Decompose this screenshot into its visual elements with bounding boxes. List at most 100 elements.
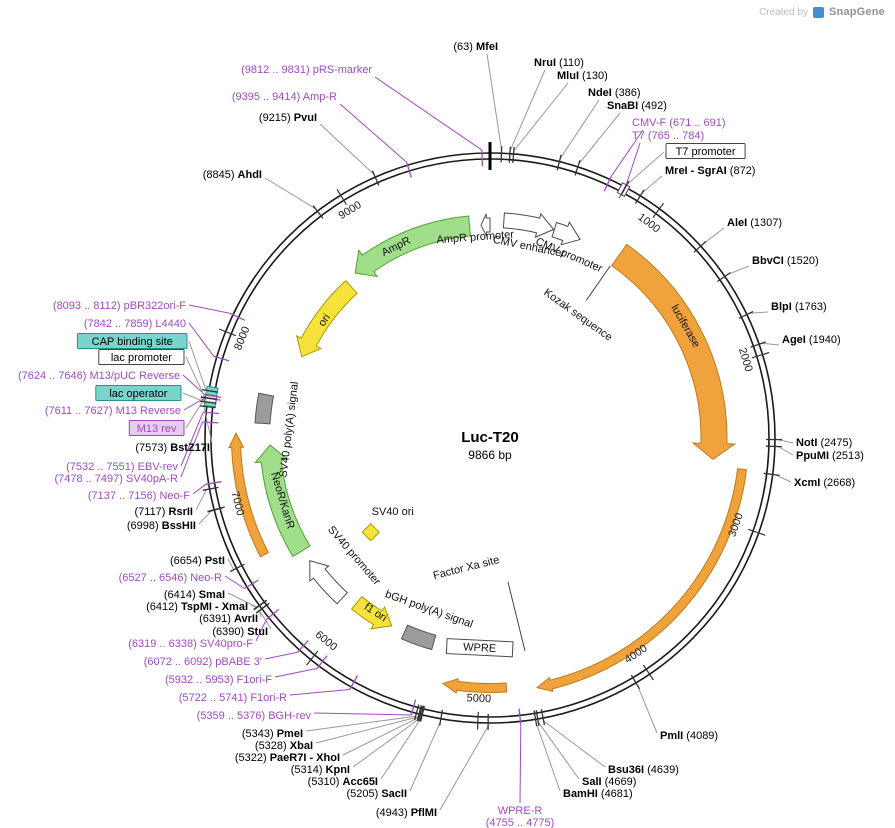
site-label-m13-puc-reverse[interactable]: (7624 .. 7646) M13/pUC Reverse bbox=[18, 370, 180, 382]
site-label-t7-promoter[interactable]: T7 promoter bbox=[676, 146, 736, 158]
tick-label-2000: 2000 bbox=[736, 346, 755, 373]
feature-sv40-poly-a-signal[interactable] bbox=[254, 392, 275, 425]
site-label-ppumi[interactable]: PpuMI (2513) bbox=[796, 450, 864, 462]
site-box-cap-binding-site[interactable] bbox=[76, 333, 188, 349]
site-tick-cmv-f bbox=[603, 176, 612, 192]
site-box-m13-rev[interactable] bbox=[128, 420, 185, 436]
site-label-ebv-rev[interactable]: (7532 .. 7551) EBV-rev bbox=[66, 461, 178, 473]
site-label-amp-r[interactable]: (9395 .. 9414) Amp-R bbox=[232, 91, 337, 103]
site-label-bstz17i[interactable]: (7573) BstZ17I bbox=[135, 442, 210, 454]
site-label-m13-rev[interactable]: M13 rev bbox=[137, 423, 177, 435]
site-label-bsshii[interactable]: (6998) BssHII bbox=[127, 520, 196, 532]
site-label-pbabe-3[interactable]: (6072 .. 6092) pBABE 3' bbox=[144, 656, 262, 668]
site-label-pflmi[interactable]: (4943) PflMI bbox=[376, 807, 437, 819]
site-label-pbr322ori-f[interactable]: (8093 .. 8112) pBR322ori-F bbox=[53, 300, 186, 312]
feature-bgh-poly-a-signal[interactable] bbox=[400, 624, 437, 651]
site-line-pmli bbox=[637, 685, 658, 734]
site-label-pmei[interactable]: (5343) PmeI bbox=[242, 728, 303, 740]
site-label-avrii[interactable]: (6391) AvrII bbox=[199, 613, 258, 625]
site-label-bamhi[interactable]: BamHI (4681) bbox=[563, 788, 633, 800]
site-label-ahdi[interactable]: (8845) AhdI bbox=[203, 169, 262, 181]
site-label-lac-promoter[interactable]: lac promoter bbox=[111, 352, 172, 364]
feature-wpre[interactable]: WPRE bbox=[445, 638, 514, 658]
site-label-kpni[interactable]: (5314) KpnI bbox=[291, 764, 350, 776]
site-label-xcmi[interactable]: XcmI (2668) bbox=[794, 477, 855, 489]
site-label-cap-binding-site[interactable]: CAP binding site bbox=[92, 336, 173, 348]
site-label-alei[interactable]: AleI (1307) bbox=[727, 217, 782, 229]
site-line-xbai bbox=[315, 716, 419, 744]
site-tick-pmli bbox=[630, 674, 641, 690]
site-line-cap-binding-site bbox=[188, 340, 207, 391]
site-line-pbr322ori-f bbox=[188, 304, 231, 314]
site-label-blpi[interactable]: BlpI (1763) bbox=[771, 301, 827, 313]
site-label-pmli[interactable]: PmlI (4089) bbox=[660, 730, 718, 742]
feature-luciferase[interactable] bbox=[611, 243, 737, 461]
site-label-sv40pro-f[interactable]: (6319 .. 6338) SV40pro-F bbox=[128, 638, 253, 650]
feature-sv40-promoter[interactable] bbox=[309, 560, 349, 605]
feature-orf-1[interactable] bbox=[536, 468, 748, 693]
site-label-sv40pa-r[interactable]: (7478 .. 7497) SV40pA-R bbox=[54, 473, 178, 485]
site-label-pvui[interactable]: (9215) PvuI bbox=[259, 112, 317, 124]
feature-ampr[interactable] bbox=[354, 215, 472, 278]
site-label-bgh-rev[interactable]: (5359 .. 5376) BGH-rev bbox=[197, 710, 312, 722]
site-label-bbvci[interactable]: BbvCI (1520) bbox=[752, 255, 819, 267]
feature-orf-3[interactable] bbox=[228, 431, 270, 558]
site-tick-mlui bbox=[512, 146, 515, 163]
site-line-nrui bbox=[509, 69, 546, 151]
site-label-mlui[interactable]: MluI (130) bbox=[557, 70, 608, 82]
site-label-cmv-f[interactable]: CMV-F (671 .. 691) bbox=[632, 117, 726, 129]
site-label-mrei-sgrai[interactable]: MreI - SgrAI (872) bbox=[665, 165, 755, 177]
site-label-lac-operator[interactable]: lac operator bbox=[109, 388, 167, 400]
site-label-snabi[interactable]: SnaBI (492) bbox=[607, 100, 667, 112]
site-label-f1ori-f[interactable]: (5932 .. 5953) F1ori-F bbox=[165, 674, 272, 686]
site-label-m13-reverse[interactable]: (7611 .. 7627) M13 Reverse bbox=[45, 405, 181, 417]
site-box-lac-promoter[interactable] bbox=[98, 349, 185, 365]
site-label-tspmi-xmai[interactable]: (6412) TspMI - XmaI bbox=[146, 601, 248, 613]
feature-orf-2[interactable] bbox=[441, 677, 508, 694]
site-tick-bgh-rev bbox=[410, 699, 417, 716]
site-line-sacii bbox=[409, 721, 441, 792]
feature-ampr-promoter[interactable] bbox=[480, 213, 491, 237]
site-label-wpre-r[interactable]: WPRE-R bbox=[498, 805, 543, 817]
site-box-lac-operator[interactable] bbox=[95, 385, 182, 401]
site-label-stui[interactable]: (6390) StuI bbox=[212, 626, 268, 638]
site-label-neo-f[interactable]: (7137 .. 7156) Neo-F bbox=[88, 490, 190, 502]
site-label-rsrii[interactable]: (7117) RsrII bbox=[134, 506, 193, 518]
site-line-ppumi bbox=[777, 446, 794, 456]
feature-ori[interactable] bbox=[295, 279, 358, 358]
site-label-l4440[interactable]: (7842 .. 7859) L4440 bbox=[84, 318, 186, 330]
feature-cmv-enhancer[interactable] bbox=[502, 212, 555, 238]
site-tick-mfei bbox=[500, 146, 503, 163]
site-label-agei[interactable]: AgeI (1940) bbox=[782, 334, 841, 346]
site-line-mrei-sgrai bbox=[641, 175, 663, 194]
site-label-noti[interactable]: NotI (2475) bbox=[796, 437, 852, 449]
feature-cmv-promoter[interactable] bbox=[551, 221, 581, 246]
site-label-xbai[interactable]: (5328) XbaI bbox=[255, 740, 313, 752]
site-label-psti[interactable]: (6654) PstI bbox=[170, 555, 225, 567]
site-label-sacii[interactable]: (5205) SacII bbox=[346, 788, 407, 800]
site-label-nrui[interactable]: NruI (110) bbox=[534, 57, 584, 69]
site-label-smai[interactable]: (6414) SmaI bbox=[164, 589, 225, 601]
feature-neor-kanr[interactable] bbox=[254, 444, 311, 558]
site-label-acc65i[interactable]: (5310) Acc65I bbox=[308, 776, 378, 788]
site-label-t7[interactable]: T7 (765 .. 784) bbox=[632, 130, 704, 142]
site-line-bamhi bbox=[535, 722, 561, 792]
site-label-f1ori-r[interactable]: (5722 .. 5741) F1ori-R bbox=[179, 692, 287, 704]
feature-sv40-ori-marker[interactable] bbox=[361, 523, 380, 542]
site-label-ndei[interactable]: NdeI (386) bbox=[588, 87, 641, 99]
site-tick-pbabe-3 bbox=[297, 639, 309, 653]
site-tick-xbai bbox=[416, 705, 422, 721]
feature-f1-ori[interactable] bbox=[350, 595, 393, 630]
feature-sv40-ori-label: SV40 ori bbox=[372, 506, 414, 518]
site-label-mfei[interactable]: (63) MfeI bbox=[453, 41, 498, 53]
site-label-paer7i-xhoi[interactable]: (5322) PaeR7I - XhoI bbox=[235, 752, 340, 764]
site-box-t7-promoter[interactable] bbox=[665, 143, 746, 159]
site-line-f1ori-r bbox=[289, 689, 350, 696]
site-label-prs-marker[interactable]: (9812 .. 9831) pRS-marker bbox=[241, 64, 372, 76]
site-label-sali[interactable]: SalI (4669) bbox=[582, 776, 636, 788]
site-label-bsu36i[interactable]: Bsu36I (4639) bbox=[608, 764, 679, 776]
feature-wpre-box[interactable] bbox=[445, 638, 514, 658]
site-tick-nrui bbox=[508, 146, 512, 163]
site-label-neo-r[interactable]: (6527 .. 6546) Neo-R bbox=[119, 572, 222, 584]
